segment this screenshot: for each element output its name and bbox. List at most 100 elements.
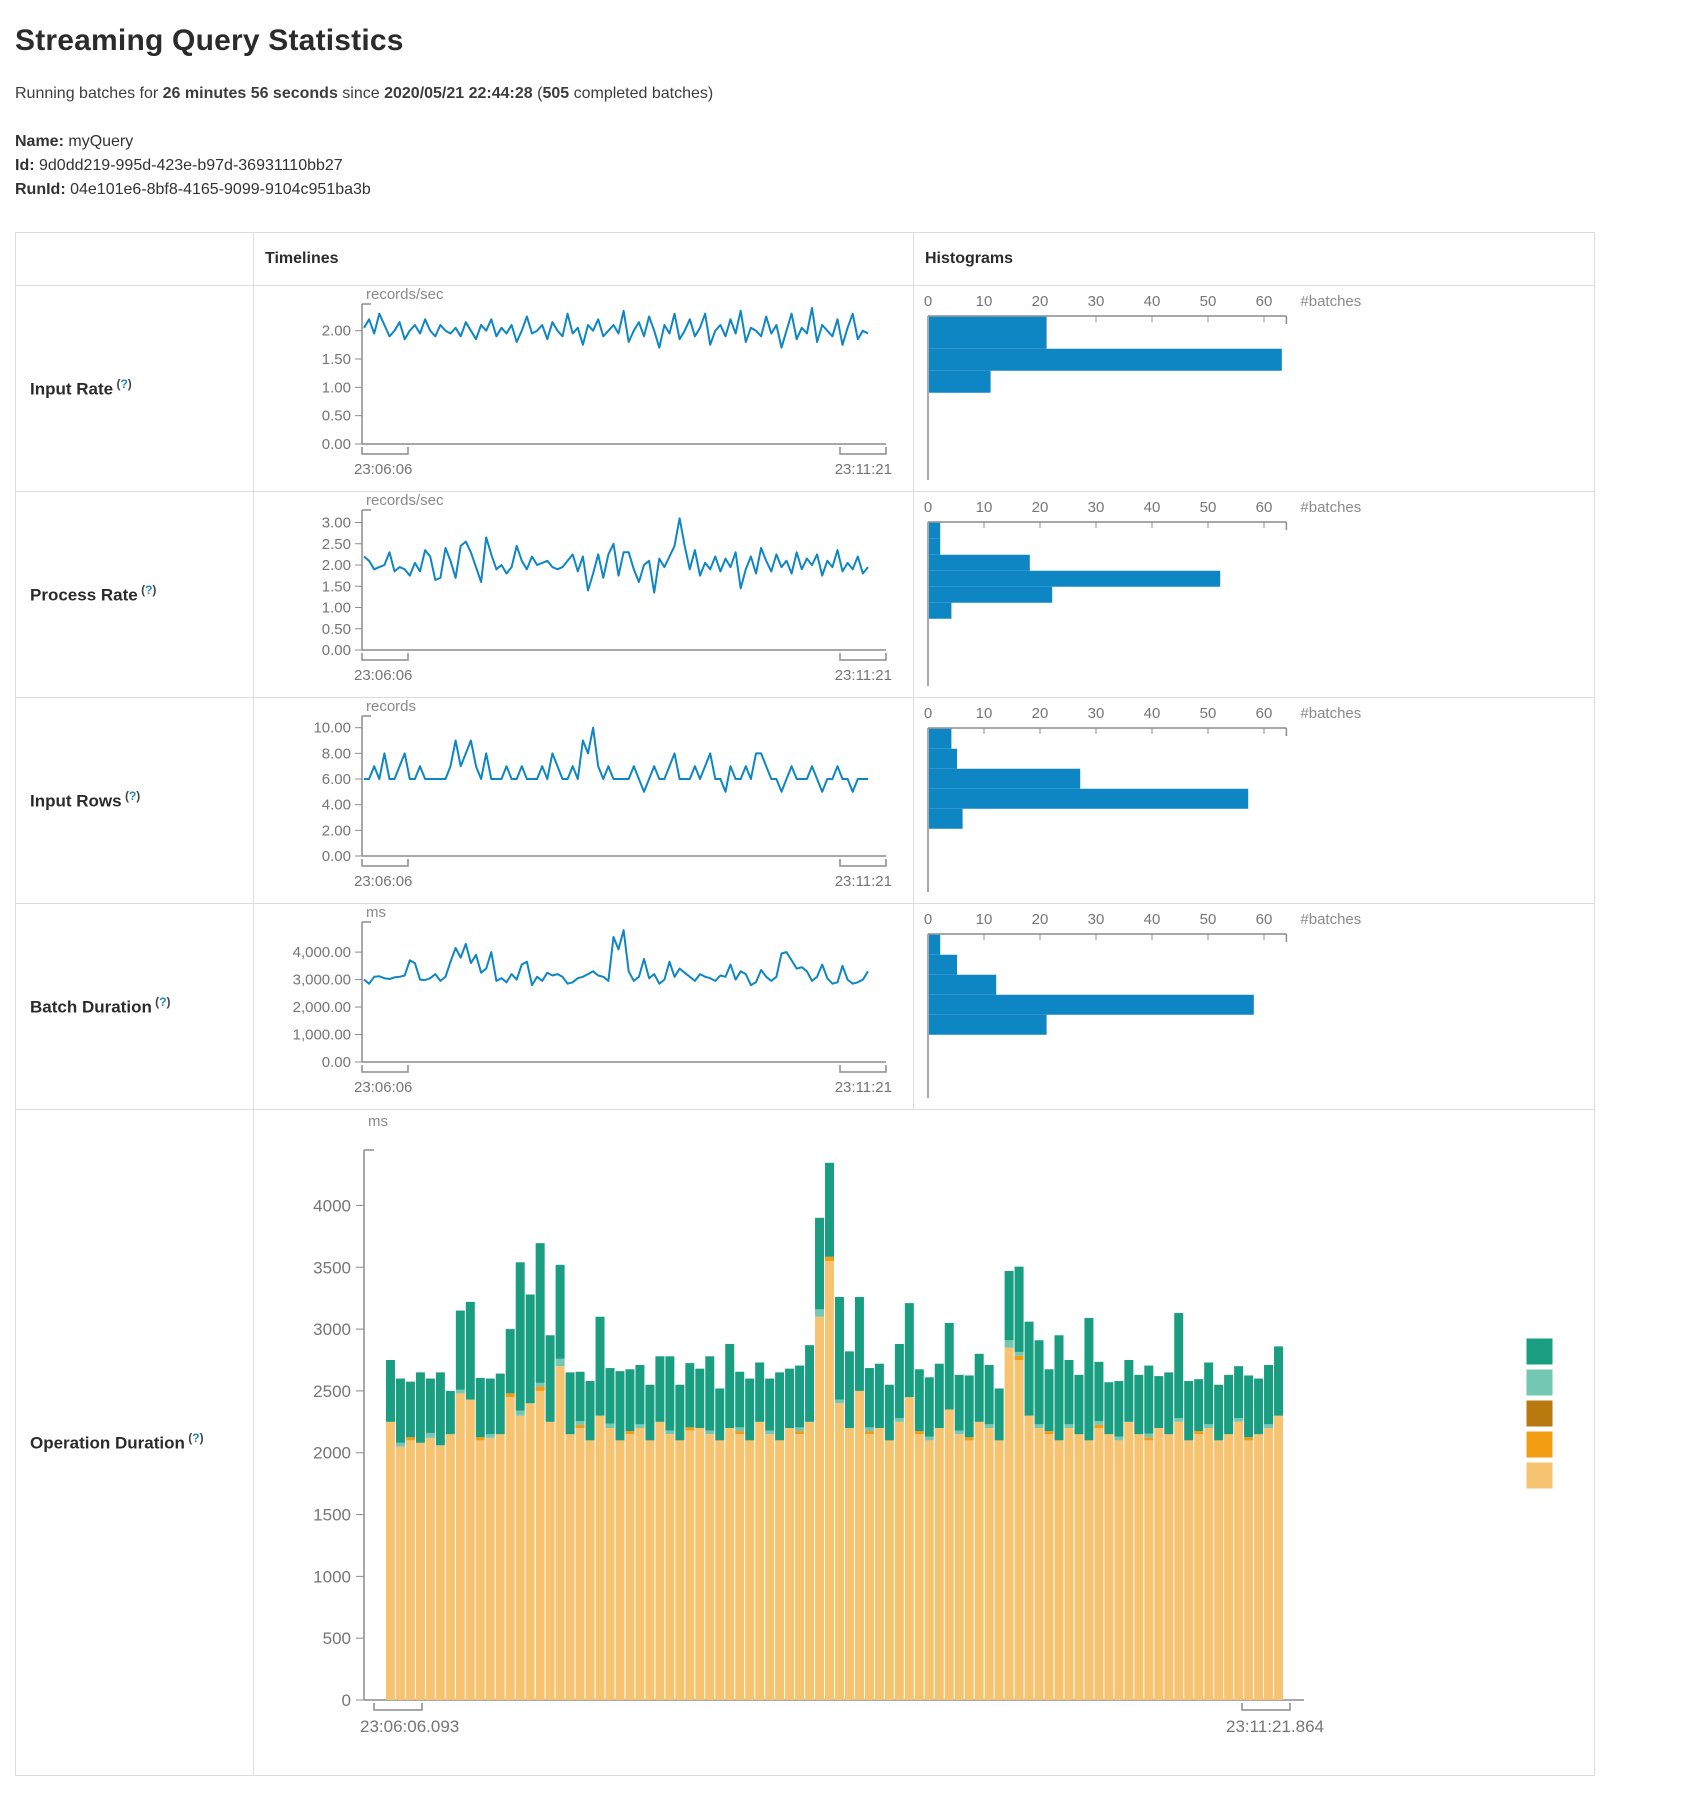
axis-end-bracket <box>361 1065 409 1073</box>
histogram-bar <box>929 586 1053 603</box>
axis-label: #batches <box>1300 293 1361 310</box>
stacked-bar-segment <box>635 1364 645 1425</box>
stacked-bar-segment <box>1194 1434 1204 1700</box>
histogram-bar <box>929 954 957 975</box>
help-icon[interactable]: (?) <box>113 377 132 392</box>
stacked-bar-segment <box>685 1427 695 1431</box>
stacked-bar-segment <box>665 1356 675 1431</box>
stacked-bar-segment <box>894 1343 904 1419</box>
stacked-bar-segment <box>775 1372 785 1441</box>
metric-label-cell: Input Rate (?) <box>15 285 254 492</box>
axis-end-bracket <box>361 653 409 661</box>
query-meta: Name: myQuery Id: 9d0dd219-995d-423e-b97… <box>15 133 1678 199</box>
axis-label: 10 <box>976 293 993 310</box>
stacked-bar-segment <box>894 1421 904 1700</box>
metric-row: Batch Duration (?) ms 0.00 1,000.00 2,000.00… <box>15 903 1595 1110</box>
stacked-bar-segment <box>1234 1366 1244 1419</box>
axis-label: 10 <box>976 705 993 722</box>
axis-label: 23:06:06 <box>354 873 412 890</box>
axis-label: 0 <box>924 705 932 722</box>
stacked-bar-segment <box>795 1427 805 1432</box>
help-icon[interactable]: (?) <box>121 789 141 804</box>
axis-end-bracket <box>839 859 887 867</box>
axis-label: 1500 <box>313 1506 351 1525</box>
stacked-bar-segment <box>934 1428 944 1700</box>
stacked-bar-segment <box>565 1372 575 1435</box>
stacked-bar-segment <box>1074 1434 1084 1700</box>
stacked-bar-segment <box>1154 1376 1164 1428</box>
stacked-bar-segment <box>795 1365 805 1428</box>
stacked-bar-segment <box>645 1440 655 1700</box>
page-title: Streaming Query Statistics <box>15 24 404 57</box>
histogram-bar <box>929 348 1282 371</box>
stacked-bar-segment <box>984 1428 994 1700</box>
axis-label: 23:06:06 <box>354 461 412 478</box>
stacked-bar-segment <box>1084 1440 1094 1700</box>
help-icon[interactable]: (?) <box>137 583 157 598</box>
stacked-bar-segment <box>825 1261 834 1700</box>
input-rate-timeline-chart-line <box>363 307 869 349</box>
axis-label: 23:11:21.864 <box>1226 1717 1324 1736</box>
metric-label: Input Rows <box>30 791 122 811</box>
running-duration: 26 minutes 56 seconds <box>162 85 338 102</box>
axis-label: 3,000.00 <box>293 972 351 989</box>
stacked-bar-segment <box>435 1372 445 1446</box>
metric-label-cell: Process Rate (?) <box>15 491 254 698</box>
axis-end-bracket <box>1241 1703 1291 1711</box>
runid-label: RunId: <box>15 181 66 198</box>
axis-label: 10.00 <box>313 720 351 737</box>
metric-row: Process Rate (?) records/sec 0.00 0.50 1.00 1… <box>15 491 1595 698</box>
axis-label: #batches <box>1300 911 1361 928</box>
stacked-bar-segment <box>665 1430 675 1435</box>
histogram-cell: 0 10 20 30 40 50 60 #batches <box>913 697 1595 904</box>
stacked-bar-segment <box>395 1378 405 1443</box>
help-icon[interactable]: (?) <box>184 1431 204 1446</box>
stacked-bar-segment <box>835 1399 844 1404</box>
stacked-bar-segment <box>954 1374 964 1431</box>
axis-label: 1000 <box>313 1567 351 1586</box>
axis-label: 1,000.00 <box>293 1027 351 1044</box>
since-text: since <box>337 85 385 102</box>
stacked-bar-segment <box>994 1388 1004 1441</box>
stacked-bar-segment <box>1204 1428 1214 1700</box>
axis-label: 60 <box>1256 911 1273 928</box>
metric-label: Input Rate <box>30 379 114 399</box>
stacked-bar-segment <box>1044 1431 1054 1435</box>
stacked-bar-segment <box>575 1371 585 1422</box>
histogram-bar <box>929 934 941 955</box>
help-icon[interactable]: (?) <box>151 995 171 1010</box>
stacked-chart-cell: ms 0 500 1000 1500 2000 2500 3000 3500 4000 23:06:… <box>253 1109 1595 1776</box>
stacked-bar-segment <box>964 1375 974 1438</box>
axis-label: 4000 <box>313 1196 351 1215</box>
axis-label: 23:11:21 <box>835 1079 892 1096</box>
stacked-bar-segment <box>525 1403 535 1700</box>
axis-label: 30 <box>1088 293 1105 310</box>
stacked-bar-segment <box>535 1386 545 1391</box>
stacked-bar-segment <box>1204 1362 1214 1425</box>
stacked-bar-segment <box>545 1335 555 1422</box>
axis-label: 40 <box>1144 705 1161 722</box>
axis-label: 0 <box>924 293 932 310</box>
stacked-bar-segment <box>1114 1436 1124 1441</box>
axis-label: 50 <box>1200 705 1217 722</box>
metric-label-cell: Batch Duration (?) <box>15 903 254 1110</box>
stacked-bar-segment <box>1094 1421 1104 1425</box>
running-prefix: Running batches for <box>15 85 163 102</box>
stacked-bar-segment <box>655 1356 665 1422</box>
stacked-bar-segment <box>505 1397 515 1700</box>
stacked-bar-segment <box>515 1415 525 1700</box>
axis-label: 0.00 <box>322 848 351 865</box>
stacked-bar-segment <box>1114 1381 1124 1437</box>
stacked-bar-segment <box>755 1421 765 1700</box>
axis-label: 23:11:21 <box>835 873 892 890</box>
stacked-bar-segment <box>555 1366 565 1700</box>
stacked-bar-segment <box>705 1430 715 1435</box>
stats-table-body: Input Rate (?) records/sec 0.00 0.50 1.00 1.5… <box>15 285 1595 1776</box>
stacked-bar-segment <box>545 1421 555 1700</box>
stacked-bar-segment <box>625 1431 635 1435</box>
legend-swatch <box>1525 1430 1554 1459</box>
stacked-bar-segment <box>745 1440 755 1700</box>
stacked-bar-segment <box>785 1368 795 1428</box>
stacked-bar-segment <box>1164 1372 1174 1435</box>
